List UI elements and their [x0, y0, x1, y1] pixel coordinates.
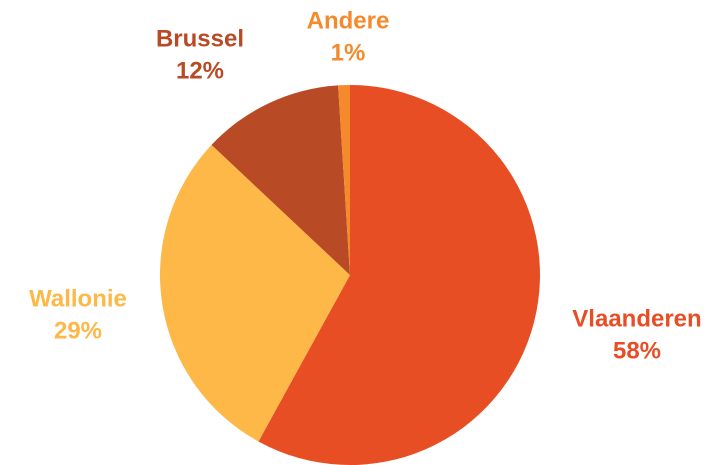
pie-slice: [211, 85, 350, 275]
pie-slice: [338, 85, 350, 275]
slice-value-label: 1%: [331, 39, 366, 66]
slice-category-label: Wallonie: [29, 285, 127, 312]
pie-slice: [258, 85, 540, 465]
slice-category-label: Vlaanderen: [572, 305, 701, 332]
slice-value-label: 58%: [613, 337, 661, 364]
slice-category-label: Andere: [307, 7, 390, 34]
slice-value-label: 12%: [176, 57, 224, 84]
slice-value-label: 29%: [54, 317, 102, 344]
pie-slice: [159, 144, 350, 442]
slice-category-label: Brussel: [156, 25, 244, 52]
